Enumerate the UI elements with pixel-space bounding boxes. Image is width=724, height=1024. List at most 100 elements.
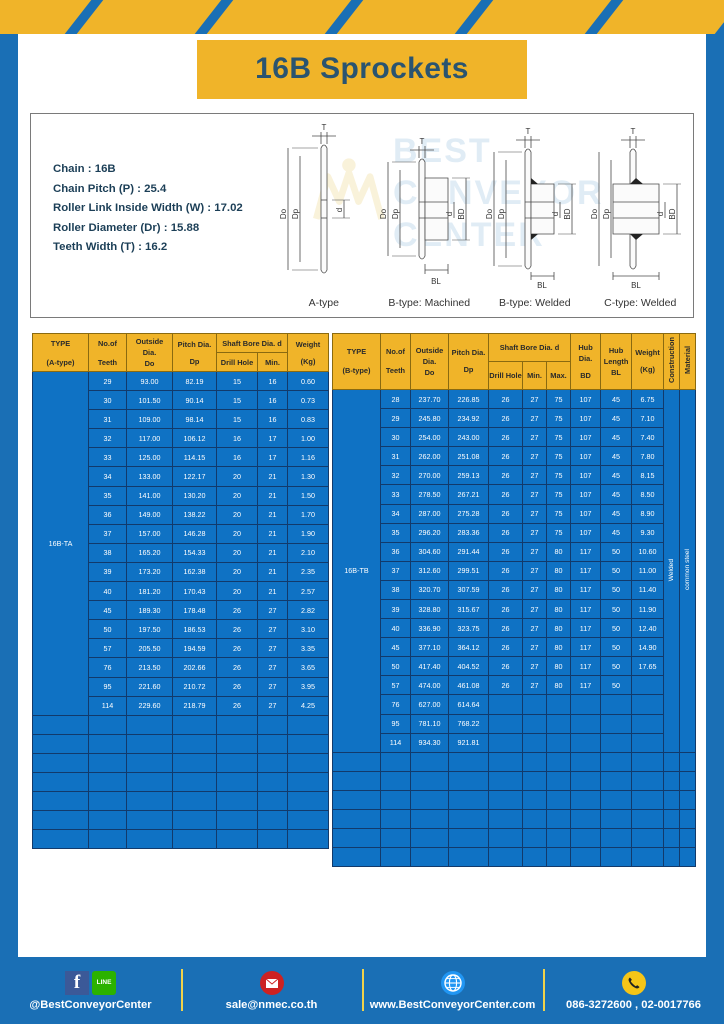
table-row: 57 205.50 194.59 26 27 3.35 <box>33 638 330 659</box>
svg-text:T: T <box>631 127 636 136</box>
cell-value: 30 <box>88 390 127 411</box>
cell-value: 1.50 <box>287 485 330 506</box>
cell-empty <box>332 751 381 772</box>
cell-empty <box>256 714 289 735</box>
footer-website[interactable]: www.BestConveyorCenter.com <box>362 957 543 1024</box>
cell-value: 614.64 <box>448 694 489 715</box>
table-row: 45 377.10 364.12 26 27 80 117 50 14.90 <box>333 637 696 658</box>
cell-value: 34 <box>88 466 127 487</box>
footer-email[interactable]: sale@nmec.co.th <box>181 957 362 1024</box>
cell-value: 312.60 <box>410 560 449 581</box>
footer-social[interactable]: f LINE @BestConveyorCenter <box>0 957 181 1024</box>
cell-value: 45 <box>600 484 633 505</box>
table-row-empty <box>332 847 697 868</box>
cell-value: 146.28 <box>172 523 217 544</box>
cell-value: 50 <box>600 599 633 620</box>
cell-value: 226.85 <box>448 388 489 410</box>
cell-value: 26 <box>216 695 258 716</box>
cell-value: 9.30 <box>631 522 665 543</box>
cell-value: 26 <box>488 522 523 543</box>
cell-empty <box>410 789 449 811</box>
cell-value: 27 <box>522 599 547 620</box>
cell-value: 1.70 <box>287 504 330 525</box>
cell-material: common steel <box>679 388 697 753</box>
footer-phone[interactable]: 086-3272600 , 02-0017766 <box>543 957 724 1024</box>
cell-value <box>631 694 665 715</box>
cell-value: 35 <box>88 485 127 506</box>
cell-empty <box>216 752 258 773</box>
table-a-type: TYPE (A-type) No.of Teeth Outside Dia. <box>32 333 330 850</box>
cell-value: 26 <box>488 446 523 467</box>
phone-icon[interactable] <box>621 971 646 995</box>
table-b-type: TYPE (B-type) No.of Teeth Outside Dia. <box>332 333 697 868</box>
cell-value: 26 <box>488 427 523 448</box>
cell-empty <box>32 771 89 793</box>
cell-value: 15 <box>216 370 258 392</box>
th-construction: Construction <box>663 333 681 390</box>
cell-value: 245.80 <box>410 408 449 429</box>
cell-value <box>545 732 572 753</box>
cell-value: 45 <box>600 408 633 429</box>
cell-value: 26 <box>488 408 523 429</box>
cell-value: 45 <box>380 637 411 658</box>
table-row: 76 627.00 614.64 <box>333 694 696 715</box>
email-icon[interactable] <box>259 971 284 995</box>
th-type: TYPE (A-type) <box>32 333 89 372</box>
cell-value: 117 <box>570 637 602 658</box>
svg-text:Dp: Dp <box>291 208 300 219</box>
cell-value: 26 <box>216 657 258 678</box>
cell-empty <box>488 809 523 830</box>
cell-value: 218.79 <box>172 695 217 716</box>
cell-value: 31 <box>88 409 127 430</box>
table-row: 95 221.60 210.72 26 27 3.95 <box>33 676 330 697</box>
cell-value: 768.22 <box>448 713 489 734</box>
cell-value: 6.75 <box>631 388 665 410</box>
cell-empty <box>380 847 411 868</box>
cell-value: 117 <box>570 656 602 677</box>
cell-value: 26 <box>216 619 258 640</box>
cell-empty <box>216 733 258 754</box>
table-row: 114 229.60 218.79 26 27 4.25 <box>33 695 330 716</box>
cell-empty <box>126 771 173 793</box>
cell-empty <box>600 789 633 811</box>
facebook-icon[interactable]: f <box>65 971 89 995</box>
cell-value <box>631 732 665 753</box>
cell-empty <box>216 771 258 793</box>
table-row: 37 157.00 146.28 20 21 1.90 <box>33 523 330 544</box>
cell-value: 38 <box>88 542 127 563</box>
cell-value: 117 <box>570 541 602 562</box>
cell-empty <box>448 770 489 791</box>
th-pitch-dia: Pitch Dia. Dp <box>448 333 489 390</box>
globe-icon[interactable] <box>440 971 465 995</box>
cell-empty <box>545 809 572 830</box>
cell-value: 275.28 <box>448 503 489 524</box>
cell-empty <box>410 828 449 849</box>
table-row: 34 133.00 122.17 20 21 1.30 <box>33 466 330 487</box>
cell-value: 80 <box>545 541 572 562</box>
cell-empty <box>88 829 127 850</box>
cell-value: 29 <box>380 408 411 429</box>
cell-value: 27 <box>522 427 547 448</box>
cell-value: 27 <box>522 503 547 524</box>
watermark: BEST CONVEYOR CENTER <box>271 128 693 278</box>
cell-empty <box>88 810 127 831</box>
cell-value <box>545 713 572 734</box>
cell-empty <box>88 714 127 735</box>
contact-footer: f LINE @BestConveyorCenter sale@nmec.co.… <box>0 957 724 1024</box>
diagram-label: C-type: Welded <box>604 297 677 309</box>
cell-empty <box>545 828 572 849</box>
cell-value: 38 <box>380 579 411 601</box>
cell-value: 26 <box>488 656 523 677</box>
cell-empty <box>287 733 330 754</box>
table-row: 33 125.00 114.15 16 17 1.16 <box>33 447 330 468</box>
cell-value: 11.40 <box>631 579 665 601</box>
line-icon[interactable]: LINE <box>92 971 116 995</box>
cell-empty <box>545 847 572 868</box>
cell-value: 117.00 <box>126 428 173 449</box>
cell-value: 109.00 <box>126 409 173 430</box>
table-row-empty <box>32 791 330 812</box>
cell-empty <box>172 810 217 831</box>
cell-construction: Welded <box>663 388 681 753</box>
cell-value: 165.20 <box>126 542 173 563</box>
cell-value: 7.40 <box>631 427 665 448</box>
